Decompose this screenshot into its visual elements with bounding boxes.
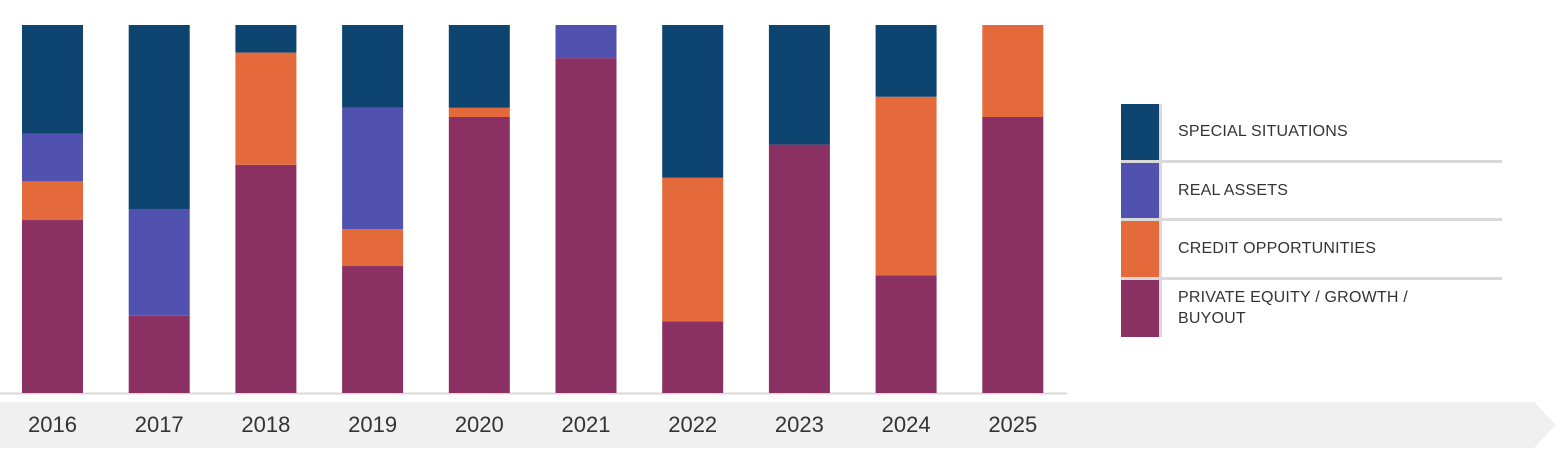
- x-tick-label-2016: 2016: [28, 412, 77, 437]
- x-tick-label-2021: 2021: [562, 412, 611, 437]
- bar-segment-private-equity-growth-buyout-2024: [875, 275, 937, 393]
- bar-segment-private-equity-growth-buyout-2017: [128, 315, 190, 393]
- legend-item-real-assets: REAL ASSETS: [1121, 162, 1502, 221]
- bar-segment-credit-opportunities-2022: [662, 177, 724, 322]
- bar-segment-real-assets-2019: [342, 107, 404, 230]
- x-tick-label-2023: 2023: [775, 412, 824, 437]
- legend-label: REAL ASSETS: [1178, 181, 1289, 199]
- x-tick-label-2022: 2022: [668, 412, 717, 437]
- bar-segment-credit-opportunities-2024: [875, 96, 937, 276]
- legend-item-private-equity: PRIVATE EQUITY / GROWTH / BUYOUT: [1121, 279, 1502, 337]
- bar-segment-private-equity-growth-buyout-2023: [768, 144, 830, 393]
- legend-divider: [1159, 104, 1162, 160]
- legend-swatch-private-equity: [1121, 279, 1159, 337]
- bar-segment-private-equity-growth-buyout-2019: [342, 266, 404, 393]
- bar-segment-special-situations-2024: [875, 25, 937, 97]
- bar-segment-credit-opportunities-2025: [982, 25, 1044, 117]
- bar-segment-special-situations-2019: [342, 25, 404, 108]
- legend-label: CREDIT OPPORTUNITIES: [1178, 240, 1377, 258]
- bar-segment-credit-opportunities-2018: [235, 52, 297, 165]
- x-tick-label-2025: 2025: [988, 412, 1037, 437]
- legend-divider: [1159, 279, 1162, 337]
- bar-segment-private-equity-growth-buyout-2021: [555, 58, 617, 394]
- bar-segment-real-assets-2016: [22, 133, 83, 182]
- legend-divider: [1159, 162, 1162, 218]
- legend-divider: [1159, 221, 1162, 277]
- bar-segment-special-situations-2018: [235, 25, 297, 53]
- bar-segment-real-assets-2017: [128, 209, 190, 316]
- x-tick-label-2018: 2018: [241, 412, 290, 437]
- legend-swatch-real-assets: [1121, 162, 1159, 218]
- legend-swatch-special-situations: [1121, 104, 1159, 160]
- x-tick-label-2017: 2017: [135, 412, 184, 437]
- bar-segment-private-equity-growth-buyout-2020: [448, 117, 510, 393]
- bar-segment-special-situations-2020: [448, 25, 510, 108]
- bar-segment-private-equity-growth-buyout-2022: [662, 321, 724, 393]
- bar-segment-special-situations-2023: [768, 25, 830, 145]
- bar-segment-special-situations-2017: [128, 25, 190, 209]
- bar-segment-private-equity-growth-buyout-2016: [22, 220, 83, 393]
- x-tick-label-2019: 2019: [348, 412, 397, 437]
- bar-segment-credit-opportunities-2016: [22, 181, 83, 221]
- x-axis-band: [0, 402, 1556, 448]
- bar-segment-special-situations-2016: [22, 25, 83, 134]
- bar-segment-special-situations-2022: [662, 25, 724, 178]
- bar-segment-private-equity-growth-buyout-2025: [982, 117, 1044, 393]
- legend-item-special-situations: SPECIAL SITUATIONS: [1121, 104, 1502, 163]
- legend-swatch-credit-opportunities: [1121, 221, 1159, 277]
- bar-segment-real-assets-2021: [555, 25, 617, 59]
- x-tick-label-2020: 2020: [455, 412, 504, 437]
- bar-segment-private-equity-growth-buyout-2018: [235, 164, 297, 393]
- legend-label: PRIVATE EQUITY / GROWTH / BUYOUT: [1178, 289, 1408, 327]
- chart-legend: SPECIAL SITUATIONS REAL ASSETS CREDIT OP…: [1121, 104, 1502, 337]
- legend-label: SPECIAL SITUATIONS: [1178, 123, 1348, 141]
- bar-segment-credit-opportunities-2020: [448, 107, 510, 117]
- x-tick-label-2024: 2024: [882, 412, 931, 437]
- bar-segment-credit-opportunities-2019: [342, 229, 404, 267]
- legend-item-credit-opportunities: CREDIT OPPORTUNITIES: [1121, 221, 1502, 280]
